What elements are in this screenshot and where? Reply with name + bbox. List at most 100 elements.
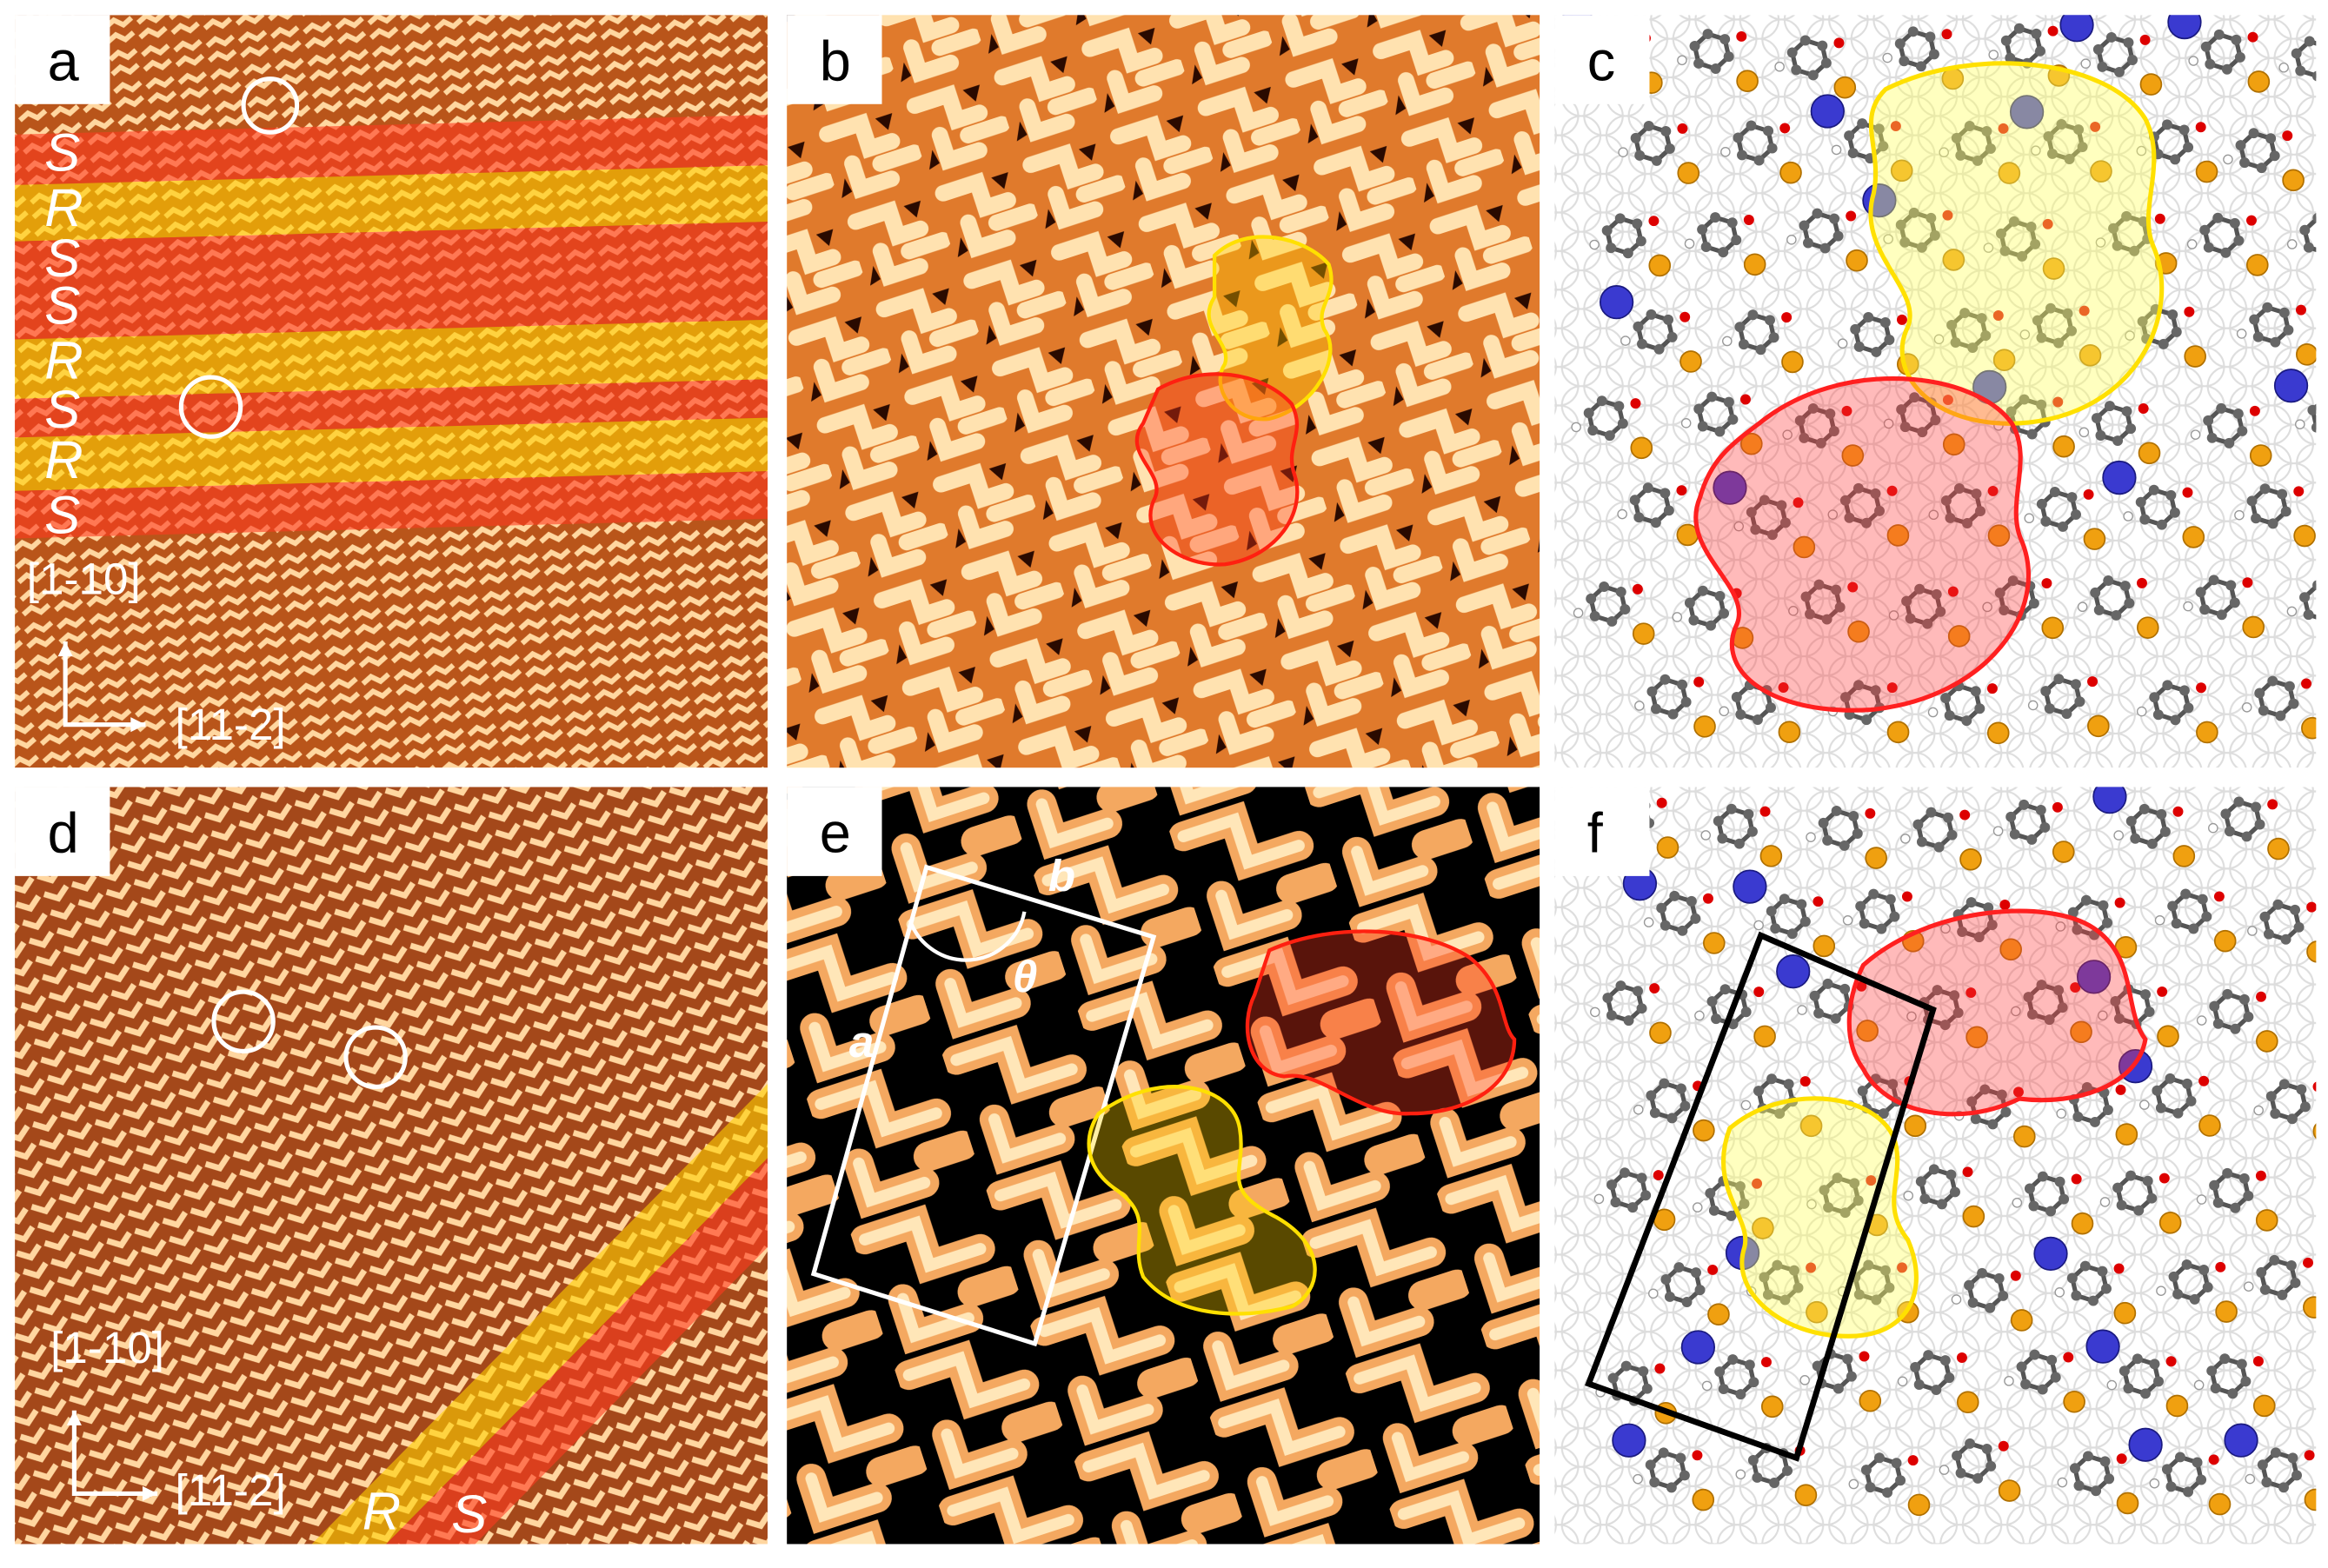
atom — [1719, 34, 1731, 45]
atom — [2216, 609, 2227, 621]
atom — [1620, 1360, 1632, 1372]
atom — [2231, 34, 2242, 45]
atom — [2097, 1266, 2108, 1277]
atom — [1923, 1350, 1934, 1361]
atom-h — [2012, 1197, 2023, 1208]
atom — [2239, 157, 2251, 169]
atom — [1887, 1079, 1899, 1090]
metal-atom — [2195, 160, 2218, 183]
atom-h — [1782, 429, 1793, 440]
adatom — [1776, 954, 1811, 989]
atom — [2165, 489, 2177, 501]
atom — [2144, 1007, 2155, 1018]
atom-h — [1882, 52, 1893, 63]
metal-atom — [2196, 721, 2218, 744]
atom-h — [1774, 61, 1785, 72]
metal-atom — [2198, 1114, 2221, 1137]
atom-o — [1632, 583, 1643, 595]
atom-o — [1859, 1351, 1870, 1362]
atom — [1719, 984, 1731, 995]
atom — [2205, 58, 2216, 70]
atom — [1658, 1447, 1669, 1458]
substrate — [1554, 15, 2317, 768]
atom — [2097, 61, 2108, 72]
cell-label: a — [849, 1017, 875, 1066]
atom-h — [2241, 701, 2252, 713]
atom — [1994, 588, 2005, 599]
atom — [1977, 1267, 1988, 1279]
atom-h — [2278, 62, 2289, 73]
adatom — [2102, 460, 2137, 495]
metal-atom — [1907, 1493, 1931, 1517]
atom-h — [2136, 706, 2147, 717]
atom — [2093, 604, 2105, 615]
metal-atom — [1799, 1114, 1823, 1138]
atom-o — [2252, 1356, 2264, 1367]
atom — [1871, 346, 1882, 357]
atom — [1820, 57, 1832, 69]
atom-h — [2024, 513, 2035, 524]
atom — [2230, 1202, 2241, 1213]
atom-o — [1866, 1175, 1877, 1186]
atom — [1829, 213, 1840, 224]
atom — [1606, 1179, 1617, 1191]
metal-atom — [1947, 625, 1971, 648]
atom — [1999, 245, 2011, 256]
adatom — [2224, 1423, 2258, 1458]
atom-o — [2042, 218, 2053, 229]
atom — [1936, 1199, 1947, 1210]
adatom — [2085, 1329, 2120, 1364]
atom — [1649, 1107, 1660, 1119]
atom — [1708, 1205, 1719, 1216]
atom — [1746, 507, 1757, 518]
atom — [1848, 811, 1859, 821]
metal-atom — [1886, 524, 1910, 547]
atom — [2112, 240, 2123, 251]
atom — [2050, 1372, 2061, 1383]
stm-image — [15, 787, 768, 1545]
atom-o — [2114, 897, 2125, 908]
atom-h — [1722, 336, 1733, 347]
atom — [2178, 124, 2190, 136]
atom-h — [1617, 508, 1627, 520]
atom-h — [1992, 826, 2004, 836]
atom-h — [1677, 55, 1687, 66]
atom — [1861, 517, 1872, 528]
atom — [1996, 1089, 2007, 1100]
metal-atom — [1702, 932, 1726, 954]
atom — [2089, 1116, 2100, 1127]
atom — [2270, 1447, 2281, 1458]
atom-h — [1672, 612, 1683, 622]
atom-o — [1986, 683, 1998, 694]
atom — [1615, 587, 1626, 598]
atom — [1746, 120, 1757, 131]
atom — [2162, 119, 2172, 130]
defect-circle — [178, 375, 243, 439]
atom — [1946, 1169, 1957, 1180]
atom — [2079, 1260, 2091, 1272]
atom — [1770, 923, 1781, 934]
atom — [1919, 1193, 1931, 1205]
atom — [1663, 314, 1674, 325]
atom — [2189, 1293, 2200, 1305]
atom — [1889, 911, 1900, 922]
atom — [1604, 430, 1615, 442]
atom-o — [2195, 122, 2206, 133]
strand-label: S — [44, 276, 80, 336]
atom-h — [2057, 1477, 2068, 1488]
atom-h — [1618, 147, 1628, 157]
atom — [1601, 225, 1613, 236]
atom-o — [1942, 395, 1953, 406]
metal-atom — [1693, 1119, 1715, 1142]
atom-h — [2245, 1473, 2256, 1485]
atom-h — [2077, 601, 2088, 613]
panel-c — [1554, 15, 2317, 768]
metal-atom — [1648, 254, 1672, 277]
metal-atom — [1806, 1300, 1828, 1324]
atom — [1910, 1362, 1921, 1372]
atom — [2125, 1170, 2137, 1181]
highlight-yellow — [1087, 1085, 1317, 1316]
atom-o — [1679, 311, 1691, 322]
metal-atom — [1793, 535, 1816, 559]
atom — [1713, 815, 1724, 827]
